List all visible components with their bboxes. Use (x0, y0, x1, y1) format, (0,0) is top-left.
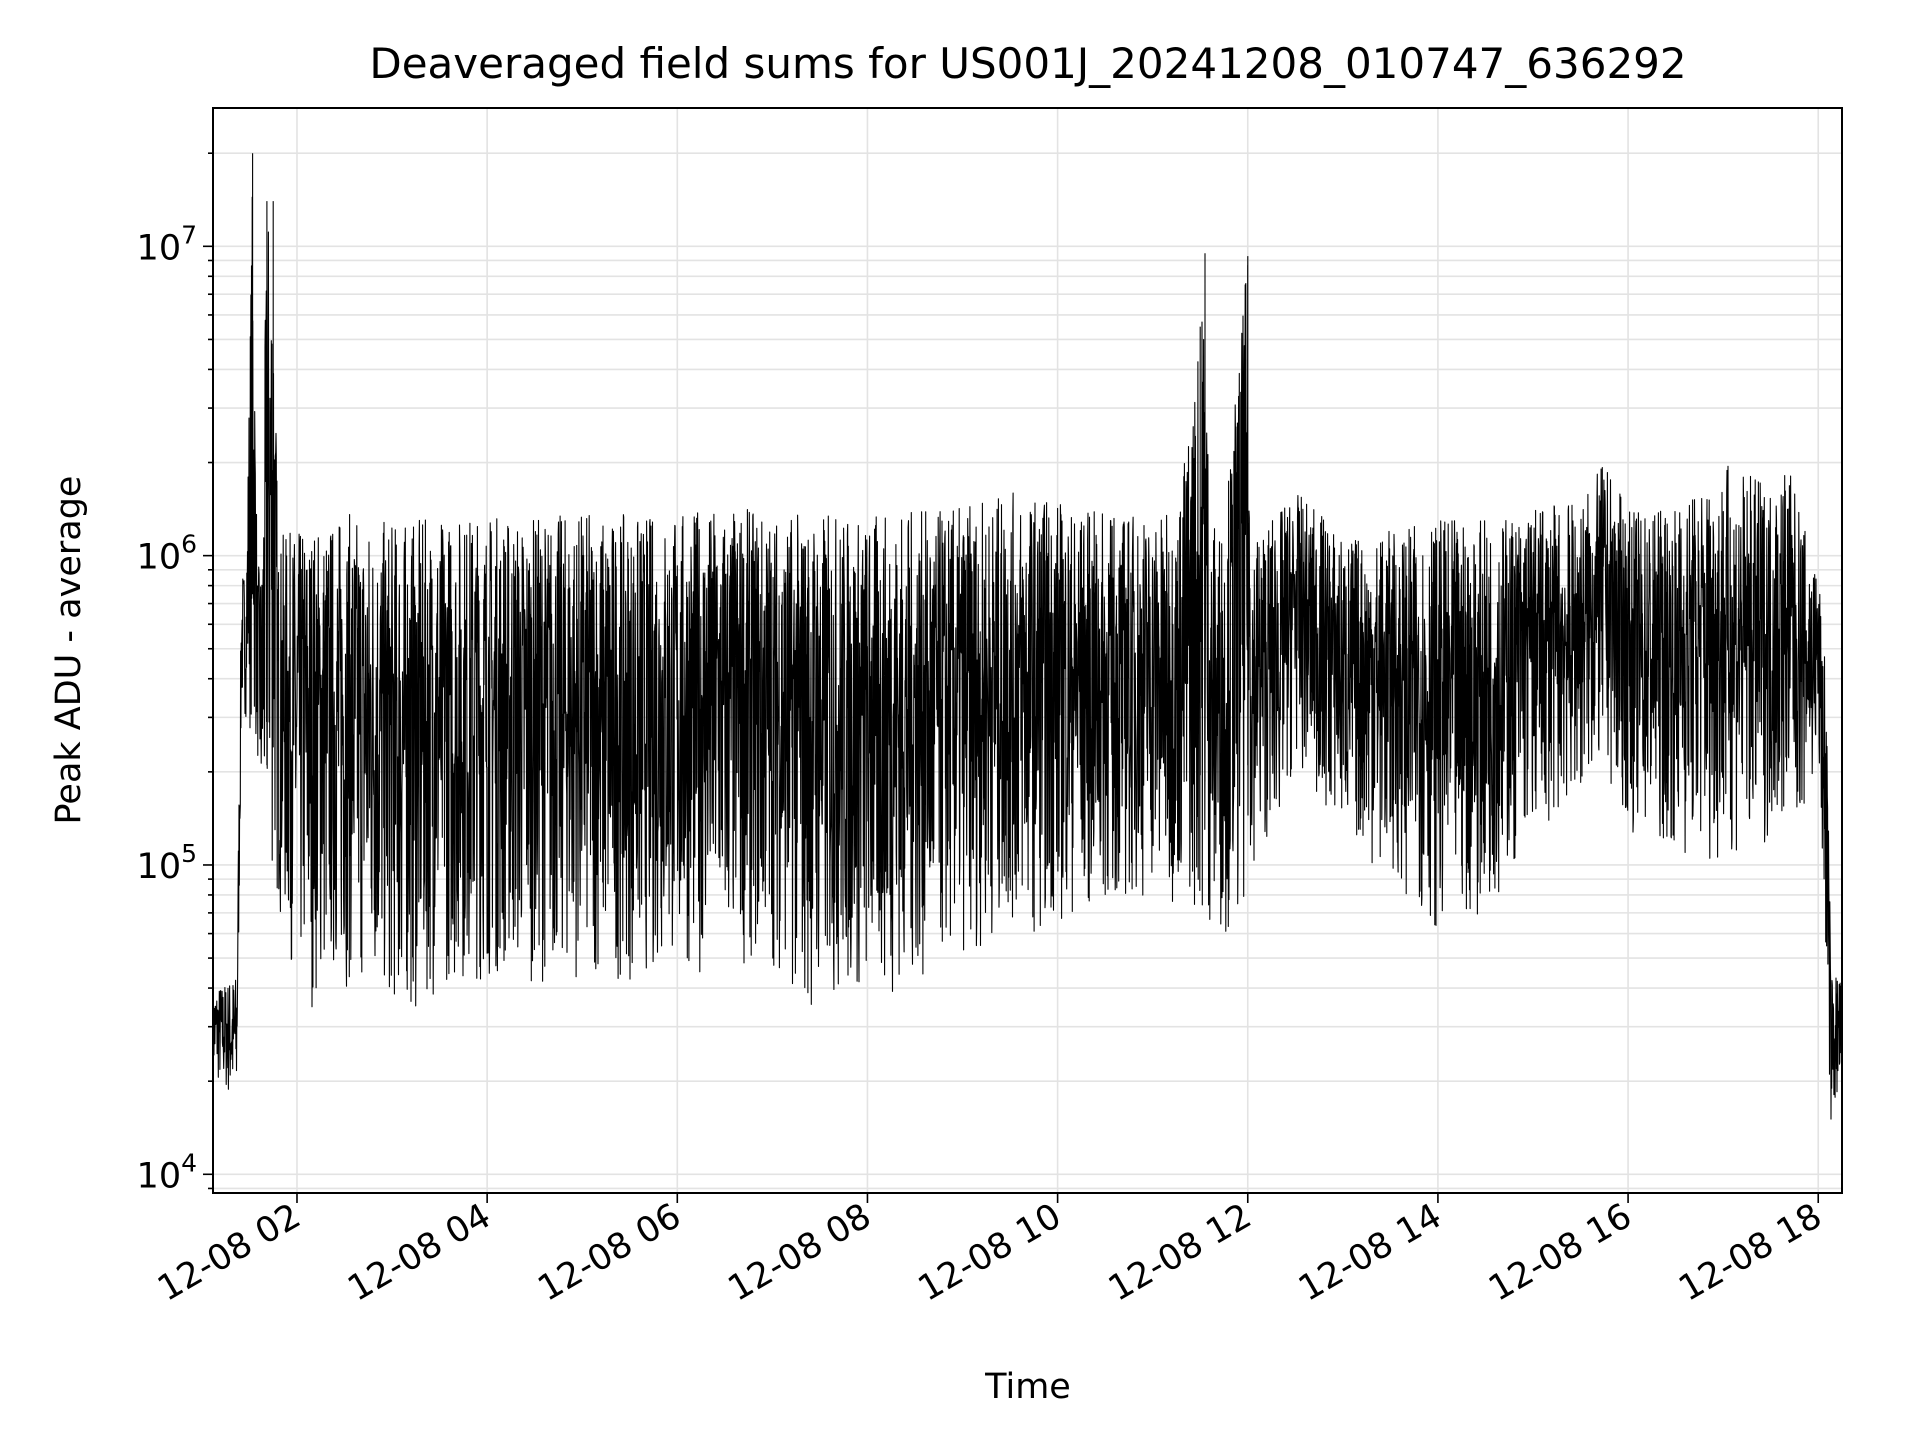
x-tick-label: 12-08 02 (151, 1196, 307, 1309)
y-axis-label: Peak ADU - average (49, 476, 89, 825)
x-tick-label: 12-08 16 (1482, 1196, 1638, 1309)
x-tick-label: 12-08 18 (1672, 1196, 1828, 1309)
grid (213, 108, 1842, 1193)
series-line (212, 153, 1843, 1120)
x-tick-label: 12-08 12 (1102, 1196, 1258, 1309)
x-tick-label: 12-08 10 (912, 1196, 1068, 1309)
y-tick-label: 105 (137, 839, 197, 887)
plot-frame (212, 107, 1843, 1194)
x-tick-label: 12-08 04 (341, 1196, 497, 1309)
x-tick-label: 12-08 06 (532, 1196, 688, 1309)
x-tick-label: 12-08 08 (722, 1196, 878, 1309)
x-tick-label: 12-08 14 (1292, 1196, 1448, 1309)
chart-title: Deaveraged field sums for US001J_2024120… (369, 39, 1686, 88)
y-tick-label: 107 (137, 220, 197, 268)
y-tick-label: 104 (137, 1148, 197, 1196)
y-tick-label: 106 (137, 530, 197, 578)
data-series (212, 153, 1843, 1120)
x-axis-label: Time (984, 1367, 1071, 1407)
